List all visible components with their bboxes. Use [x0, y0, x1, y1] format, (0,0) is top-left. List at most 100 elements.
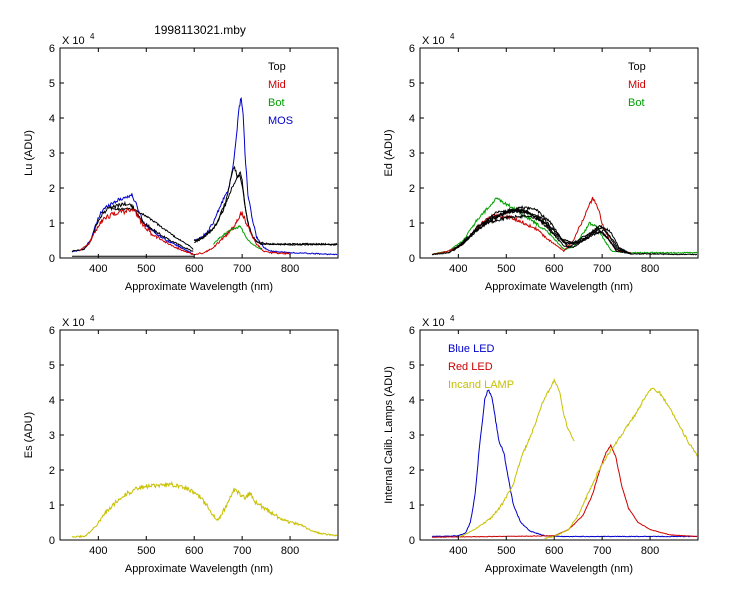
y-tick-label: 0	[49, 535, 55, 547]
legend-entry-top: Top	[268, 61, 286, 73]
series-group	[431, 378, 698, 540]
y-tick-label: 2	[409, 183, 415, 195]
y-multiplier: X 10	[422, 317, 445, 329]
y-multiplier: X 10	[62, 317, 85, 329]
y-multiplier: X 10	[62, 35, 85, 47]
y-tick-label: 5	[49, 360, 55, 372]
series-line-top-1	[194, 166, 338, 246]
x-tick-label: 800	[281, 263, 299, 275]
y-tick-label: 5	[409, 78, 415, 90]
series-line-incand-lamp-1	[544, 387, 698, 540]
chart-ed: 400 500 600 700 800 0 1 2 3 4 5 6 X 10 4 Approximate W…	[383, 32, 699, 293]
x-tick-label: 400	[449, 263, 467, 275]
series-line-top5-0	[462, 208, 632, 255]
chart-lamps: 400 500 600 700 800 0 1 2 3 4 5 6 X 10 4 Approximate W…	[383, 314, 699, 575]
y-tick-label: 3	[409, 430, 415, 442]
x-tick-label: 800	[641, 545, 659, 557]
y-tick-label: 3	[409, 148, 415, 160]
x-tick-label: 400	[449, 545, 467, 557]
y-tick-label: 4	[409, 113, 415, 125]
x-tick-label: 700	[233, 263, 251, 275]
series-line-top2-0	[193, 173, 338, 246]
series-line-top3-0	[112, 207, 194, 250]
x-tick-label: 400	[89, 545, 107, 557]
y-axis-label: Internal Calib. Lamps (ADU)	[383, 366, 395, 504]
series-line-mos-1	[193, 97, 338, 256]
series-group	[431, 196, 698, 256]
y-tick-label: 2	[409, 465, 415, 477]
x-tick-label: 800	[281, 545, 299, 557]
y-tick-label: 6	[409, 43, 415, 55]
x-tick-label: 800	[641, 263, 659, 275]
legend-entry-top: Top	[628, 61, 646, 73]
legend-entry-mid: Mid	[628, 79, 646, 91]
y-tick-label: 3	[49, 430, 55, 442]
x-axis-label: Approximate Wavelength (nm)	[485, 563, 633, 575]
x-tick-label: 600	[185, 545, 203, 557]
legend-entry-mos: MOS	[268, 115, 293, 127]
series-group	[71, 97, 338, 257]
y-tick-label: 0	[409, 253, 415, 265]
x-tick-label: 500	[137, 545, 155, 557]
y-multiplier: X 10	[422, 35, 445, 47]
x-tick-label: 500	[497, 263, 515, 275]
y-axis-label: Es (ADU)	[23, 412, 35, 458]
series-line-es-0	[71, 481, 338, 539]
x-tick-label: 600	[185, 263, 203, 275]
x-axis-label: Approximate Wavelength (nm)	[485, 281, 633, 293]
y-multiplier-exponent: 4	[90, 314, 95, 323]
series-line-mos-0	[71, 193, 194, 255]
series-group	[71, 481, 338, 539]
y-tick-label: 1	[49, 218, 55, 230]
plot-frame	[59, 47, 339, 259]
series-line-top1-0	[431, 209, 698, 256]
series-line-red-led-0	[431, 443, 698, 538]
x-tick-label: 500	[137, 263, 155, 275]
x-axis-label: Approximate Wavelength (nm)	[125, 281, 273, 293]
x-axis-label: Approximate Wavelength (nm)	[125, 563, 273, 575]
chart-es: 400 500 600 700 800 0 1 2 3 4 5 6 X 10 4 Approximate W…	[23, 314, 339, 575]
x-tick-label: 400	[89, 263, 107, 275]
chart-lu: 400 500 600 700 800 0 1 2 3 4 5 6 X 10 4 Approximate W…	[23, 32, 339, 293]
x-tick-label: 600	[545, 263, 563, 275]
y-axis-label: Lu (ADU)	[23, 130, 35, 176]
y-tick-label: 5	[409, 360, 415, 372]
y-tick-label: 5	[49, 78, 55, 90]
x-tick-label: 700	[593, 263, 611, 275]
y-multiplier-exponent: 4	[90, 32, 95, 41]
y-tick-label: 6	[49, 325, 55, 337]
y-tick-label: 4	[49, 113, 55, 125]
legend-entry-red-led: Red LED	[448, 361, 493, 373]
x-tick-label: 600	[545, 545, 563, 557]
y-tick-label: 0	[49, 253, 55, 265]
y-tick-label: 3	[49, 148, 55, 160]
series-line-incand-lamp-0	[458, 378, 575, 538]
series-line-mid-0	[79, 207, 194, 256]
series-line-bot-0	[213, 225, 262, 251]
y-tick-label: 6	[49, 43, 55, 55]
y-tick-label: 2	[49, 465, 55, 477]
x-tick-label: 700	[593, 545, 611, 557]
y-tick-label: 4	[409, 395, 415, 407]
y-multiplier-exponent: 4	[450, 32, 455, 41]
legend-entry-mid: Mid	[268, 79, 286, 91]
series-line-mid-1	[194, 210, 291, 256]
y-tick-label: 6	[409, 325, 415, 337]
series-line-top3-0	[453, 204, 632, 255]
x-tick-label: 700	[233, 545, 251, 557]
legend-entry-incand-lamp: Incand LAMP	[448, 379, 514, 391]
plot-frame	[59, 329, 339, 541]
y-tick-label: 0	[409, 535, 415, 547]
y-tick-label: 1	[49, 500, 55, 512]
legend-entry-bot: Bot	[628, 97, 645, 109]
y-tick-label: 4	[49, 395, 55, 407]
plot-frame	[419, 47, 699, 259]
y-tick-label: 1	[409, 218, 415, 230]
legend-entry-blue-led: Blue LED	[448, 343, 495, 355]
y-axis-label: Ed (ADU)	[383, 129, 395, 176]
series-line-blue-led-0	[431, 389, 698, 538]
x-tick-label: 500	[497, 545, 515, 557]
legend-entry-bot: Bot	[268, 97, 285, 109]
